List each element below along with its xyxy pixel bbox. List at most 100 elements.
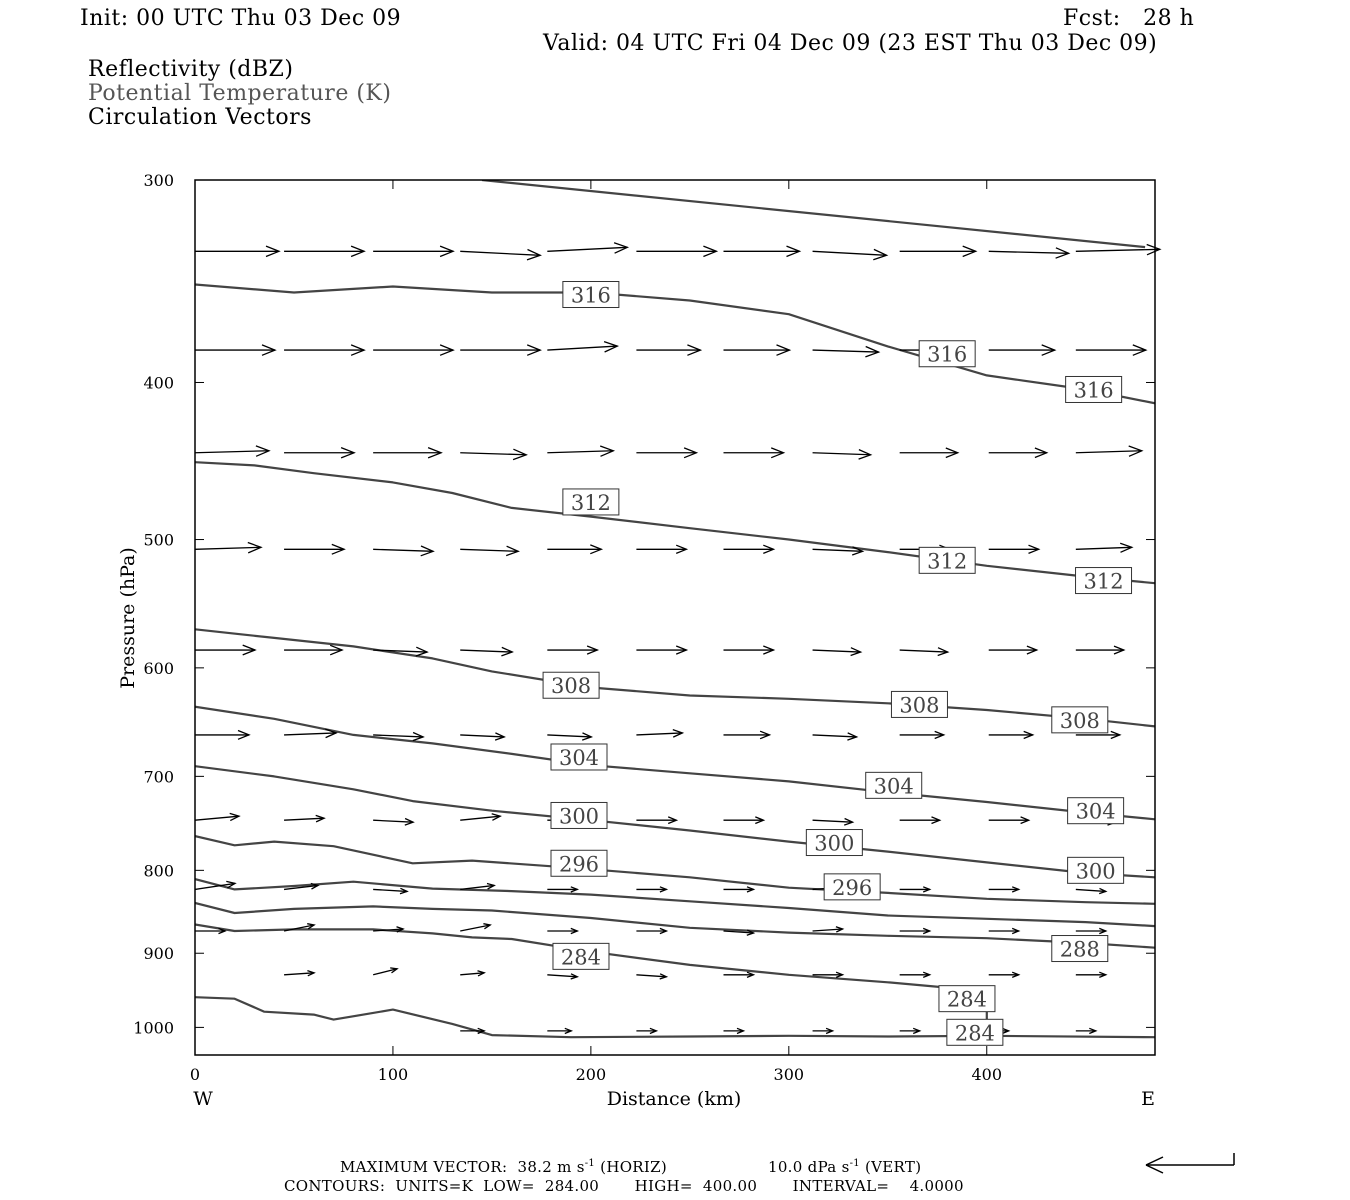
contour-label-box (823, 873, 881, 901)
y-axis-label: Pressure (hPa) (117, 547, 139, 689)
vector-arrow (988, 447, 1049, 459)
vector-head (1001, 1027, 1011, 1035)
vector-head (586, 645, 600, 655)
vector-shaft (1075, 248, 1160, 252)
vector-arrow (460, 970, 486, 977)
vector-arrow (373, 646, 429, 657)
contour-label-text: 296 (832, 876, 872, 900)
vector-arrow (284, 728, 338, 739)
vector-arrow (1075, 1027, 1098, 1035)
contour-label-box (550, 801, 608, 829)
vector-head (599, 445, 616, 457)
vector-arrow (723, 544, 776, 555)
max-vector-horiz-value: 38.2 m s (517, 1158, 585, 1176)
vector-arrow (899, 1027, 922, 1035)
vector-head (659, 973, 669, 980)
vector-head (922, 927, 932, 935)
vector-head (526, 248, 542, 261)
horiz-unit-tail: (HORIZ) (595, 1158, 667, 1176)
vector-head (404, 817, 415, 826)
vector-shaft (373, 819, 414, 823)
contour-label-text: 288 (1060, 938, 1100, 962)
vector-head (672, 728, 685, 738)
vector-arrow (636, 645, 689, 655)
theta-contour-308 (195, 628, 1155, 728)
vector-shaft (373, 548, 434, 552)
vector-shaft (812, 548, 863, 552)
vector-arrow (284, 245, 366, 258)
vector-arrow (988, 816, 1031, 825)
vector-shaft (373, 649, 428, 653)
contour-label-308: 308 (890, 690, 948, 718)
vector-shaft (812, 928, 843, 932)
contour-label-text: 312 (571, 491, 611, 515)
vector-head (931, 816, 942, 825)
vector-head (477, 970, 486, 977)
contour-info: CONTOURS: UNITS=K LOW= 284.00 HIGH= 400.… (284, 1177, 964, 1195)
valid-time: Valid: 04 UTC Fri 04 Dec 09 (23 EST Thu … (543, 31, 1158, 56)
vector-head (350, 344, 366, 356)
vector-shaft (373, 928, 404, 932)
vector-arrow (373, 926, 405, 933)
vector-arrow (373, 344, 455, 356)
vector-head (736, 1027, 746, 1035)
vector-head (603, 340, 620, 353)
max-vector-line: MAXIMUM VECTOR: 38.2 m s-1 (HORIZ) (340, 1159, 667, 1175)
vector-head (934, 730, 946, 740)
vector-arrow (547, 732, 594, 741)
vector-arrow (899, 971, 932, 979)
axis-ticks: 300 400 500 600 700 800 900 1000 0 100 200 300 400 (133, 171, 1155, 1084)
contour-label-box (1051, 706, 1109, 734)
vector-arrow (373, 446, 443, 459)
vector-shaft (899, 649, 948, 653)
contour-label-308: 308 (542, 671, 600, 699)
contour-label-288: 288 (1051, 935, 1109, 963)
field-circulation-vectors: Circulation Vectors (88, 105, 312, 130)
max-vector-label: MAXIMUM VECTOR: (340, 1158, 508, 1176)
vector-shaft (284, 732, 337, 736)
vector-shaft (460, 734, 505, 738)
contour-label-text: 300 (814, 832, 854, 856)
vector-shaft (283, 924, 315, 932)
vector-shaft (460, 452, 527, 456)
vector-arrow (988, 247, 1071, 259)
x-tick-label: 0 (190, 1065, 200, 1084)
y-tick-label: 1000 (133, 1018, 174, 1037)
contour-label-304: 304 (550, 743, 608, 771)
vector-head (237, 729, 251, 740)
vector-shaft (194, 546, 262, 550)
theta-contour-284 (195, 923, 988, 1031)
contour-label-312: 312 (562, 488, 620, 516)
vector-head (1011, 971, 1021, 979)
vector-head (770, 447, 786, 459)
vector-head (1146, 243, 1162, 256)
vector-head (512, 448, 528, 461)
vector-arrow (812, 449, 873, 460)
vector-shaft (812, 349, 879, 353)
contour-label-284: 284 (552, 942, 610, 970)
vector-shaft (547, 450, 614, 454)
vector-arrow (988, 544, 1041, 555)
vector-shaft (460, 924, 491, 932)
contour-label-316: 316 (562, 281, 620, 309)
vector-shaft (547, 974, 578, 978)
vector-head (420, 545, 435, 557)
vector-arrow (194, 541, 263, 554)
vector-shaft (812, 452, 871, 456)
vector-arrow (723, 816, 766, 825)
contour-label-box (542, 671, 600, 699)
contour-label-300: 300 (550, 801, 608, 829)
vector-arrow (988, 927, 1021, 935)
vector-arrow (195, 644, 257, 656)
vector-head (1023, 730, 1035, 740)
vector-head (325, 728, 338, 739)
contour-labels: 316 316 316 312 312 312 308 308 308 304 304 304 300 3… (542, 281, 1133, 1046)
vector-arrow (812, 732, 859, 741)
vector-head (675, 544, 689, 555)
vector-arrow (812, 248, 889, 261)
max-vector-vert-value: 10.0 dPa s (768, 1158, 850, 1176)
vector-arrow (723, 971, 756, 979)
vector-shaft (812, 649, 861, 653)
vector-arrow (812, 546, 865, 556)
plot-frame (194, 179, 1156, 1056)
